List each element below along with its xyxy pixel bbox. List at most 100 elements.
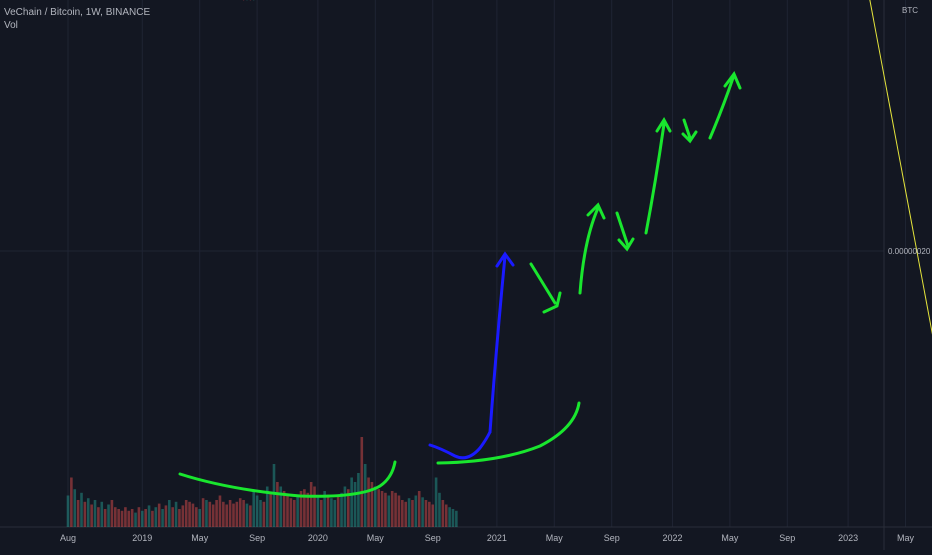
volume-bar	[337, 496, 340, 528]
volume-bar	[425, 500, 428, 527]
volume-bar	[452, 509, 455, 527]
volume-bar	[134, 513, 137, 527]
volume-bar	[236, 502, 239, 527]
volume-bar	[398, 496, 401, 528]
volume-bar	[313, 487, 316, 528]
volume-bar	[350, 478, 353, 528]
volume-bar	[215, 500, 218, 527]
x-tick-label: 2022	[662, 533, 682, 543]
volume-bar	[408, 498, 411, 527]
volume-bar	[114, 507, 117, 527]
volume-bar	[455, 511, 458, 527]
volume-bar	[442, 500, 445, 527]
volume-bar	[381, 491, 384, 527]
volume-bar	[354, 482, 357, 527]
x-tick-label: May	[367, 533, 385, 543]
x-tick-label: May	[191, 533, 209, 543]
volume-bar	[415, 496, 418, 528]
x-tick-label: 2020	[308, 533, 328, 543]
volume-bar	[188, 502, 191, 527]
volume-bar	[276, 482, 279, 527]
volume-bar	[205, 500, 208, 527]
volume-bar	[364, 464, 367, 527]
x-tick-label: Sep	[779, 533, 795, 543]
volume-bar	[290, 498, 293, 527]
y-tick-label: 0.00000020	[888, 247, 931, 256]
volume-bar	[242, 500, 245, 527]
volume-bar	[94, 500, 97, 527]
x-tick-label: Aug	[60, 533, 76, 543]
currency-label: BTC	[902, 6, 918, 15]
volume-bar	[344, 487, 347, 528]
volume-bar	[377, 489, 380, 527]
volume-bar	[310, 482, 313, 527]
volume-bar	[293, 500, 296, 527]
volume-bar	[256, 496, 259, 528]
volume-bar	[161, 509, 164, 527]
volume-bar	[438, 493, 441, 527]
volume-bar	[333, 500, 336, 527]
volume-bar	[249, 505, 252, 527]
volume-bar	[175, 502, 178, 527]
volume-bar	[340, 493, 343, 527]
volume-bar	[374, 487, 377, 528]
volume-bar	[151, 511, 154, 527]
volume-bar	[100, 502, 103, 527]
volume-bar	[296, 496, 299, 528]
x-tick-label: 2019	[132, 533, 152, 543]
symbol-title[interactable]: VeChain / Bitcoin, 1W, BINANCE	[4, 6, 150, 19]
volume-bar	[225, 505, 228, 528]
volume-bar	[84, 502, 87, 527]
volume-bar	[246, 504, 249, 527]
volume-bar	[320, 500, 323, 527]
volume-bar	[401, 500, 404, 527]
x-tick-label: Sep	[604, 533, 620, 543]
volume-bar	[195, 507, 198, 527]
volume-bar	[202, 498, 205, 527]
volume-bar	[168, 500, 171, 527]
volume-bar	[171, 507, 174, 527]
volume-bar	[185, 500, 188, 527]
volume-bar	[148, 505, 151, 527]
volume-bar	[117, 509, 120, 527]
volume-bar	[259, 500, 262, 527]
volume-bar	[121, 511, 124, 527]
volume-bar	[232, 504, 235, 527]
volume-bar	[428, 502, 431, 527]
volume-bar	[445, 505, 448, 528]
volume-bar	[421, 497, 424, 527]
volume-bar	[141, 511, 144, 527]
volume-bar	[104, 509, 107, 527]
volume-bar	[124, 507, 127, 527]
volume-bar	[222, 502, 225, 527]
volume-bar	[138, 507, 141, 527]
volume-bar	[192, 504, 195, 527]
volume-bar	[198, 509, 201, 527]
volume-bar	[80, 493, 83, 527]
volume-bar	[263, 502, 266, 527]
chart-legend: VeChain / Bitcoin, 1W, BINANCE Vol	[4, 6, 150, 32]
volume-bar	[165, 505, 168, 527]
volume-indicator-label[interactable]: Vol	[4, 19, 150, 32]
volume-bar	[107, 505, 110, 528]
volume-bar	[448, 507, 451, 527]
volume-bar	[182, 505, 185, 527]
volume-bar	[155, 507, 158, 527]
x-tick-label: Sep	[249, 533, 265, 543]
volume-bar	[77, 500, 80, 527]
volume-bar	[283, 491, 286, 527]
volume-bar	[90, 505, 93, 528]
volume-bar	[97, 507, 100, 527]
volume-bar	[394, 493, 397, 527]
volume-bar	[327, 495, 330, 527]
x-tick-label: 2023	[838, 533, 858, 543]
volume-bar	[111, 500, 114, 527]
x-tick-label: May	[546, 533, 564, 543]
volume-bar	[127, 511, 130, 527]
volume-bar	[367, 478, 370, 528]
volume-bar	[212, 505, 215, 528]
volume-bar	[384, 493, 387, 527]
volume-bar	[70, 478, 73, 528]
